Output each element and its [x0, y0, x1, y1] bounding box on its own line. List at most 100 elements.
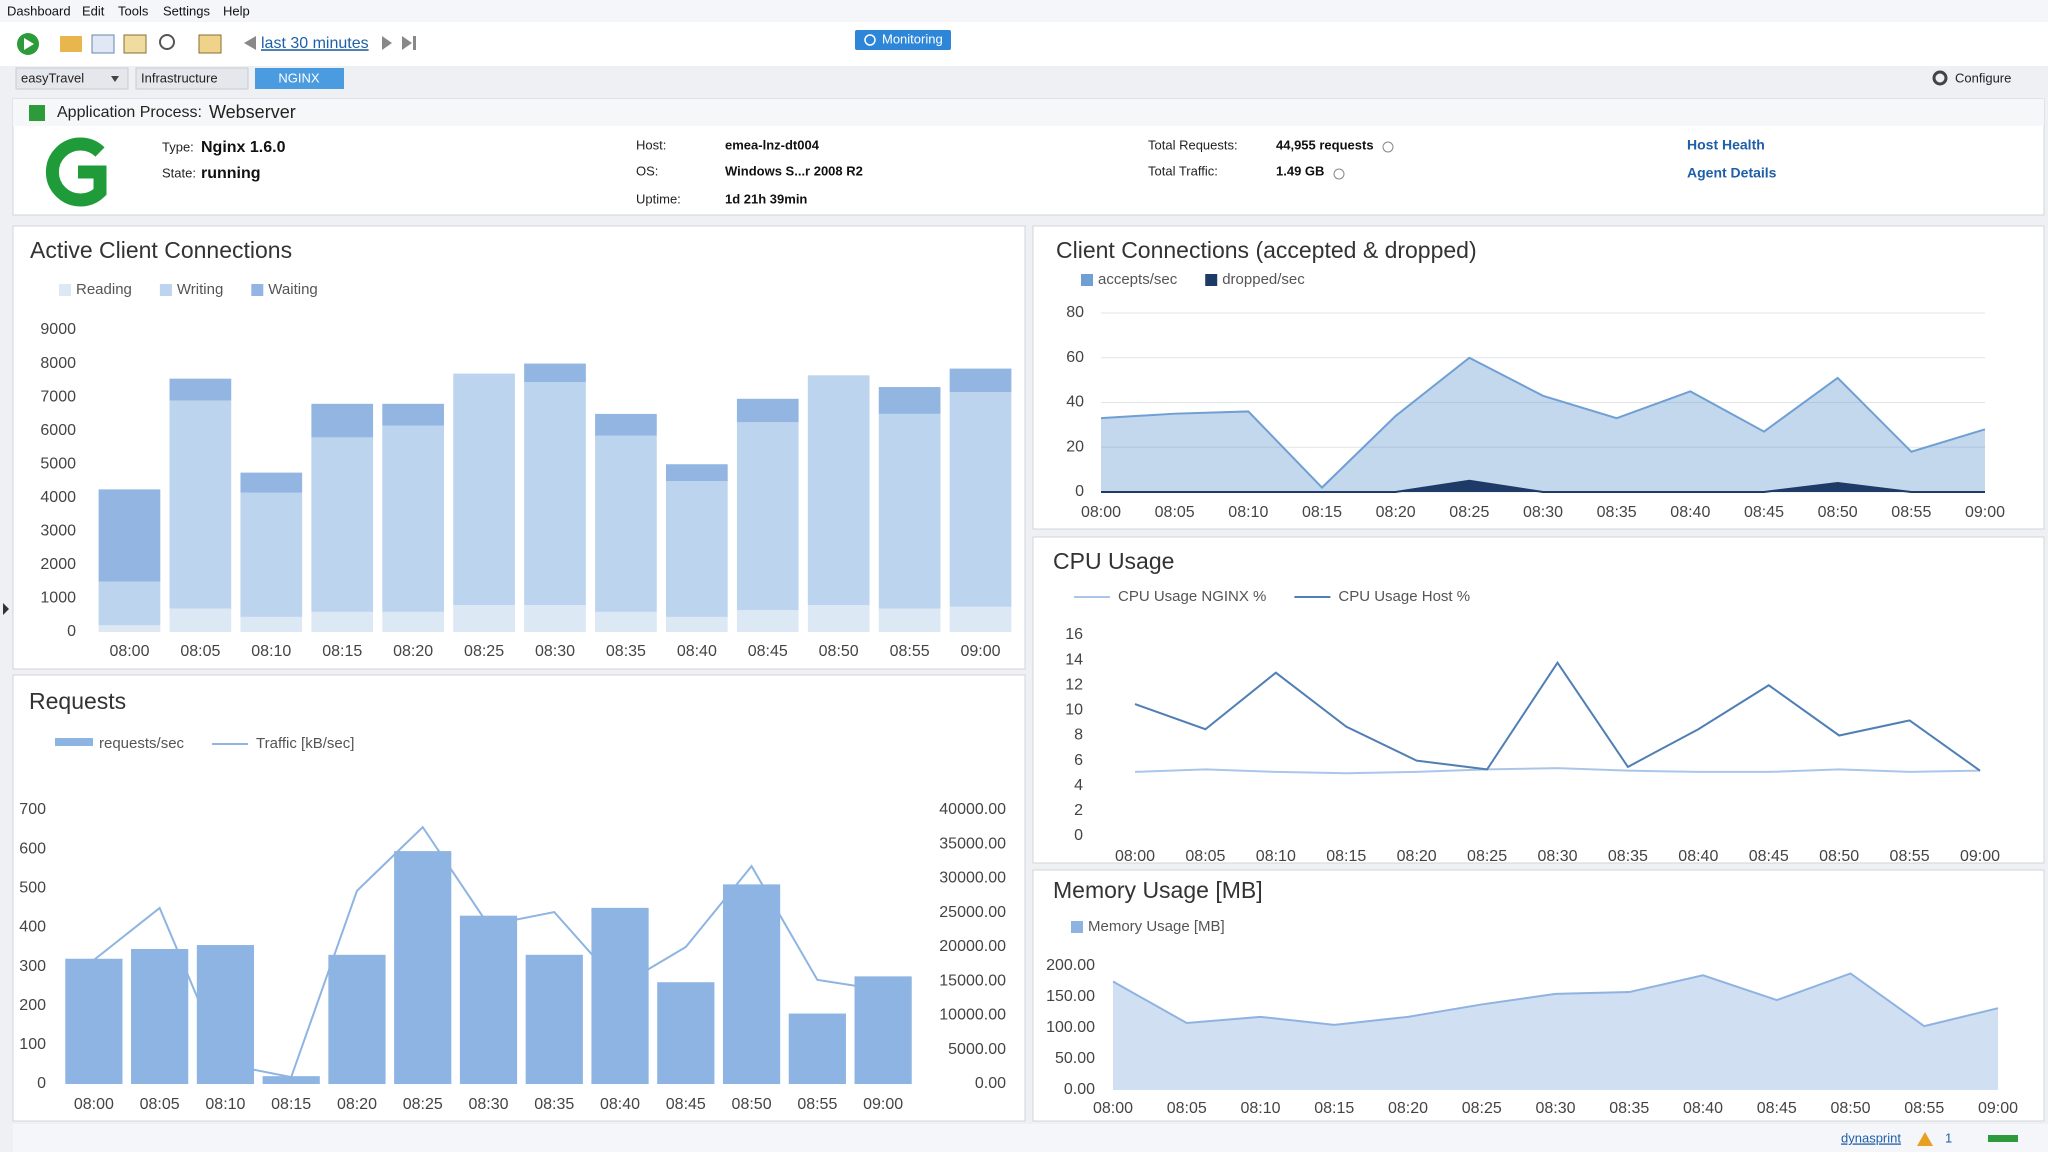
y-tick-label: 9000 — [40, 321, 76, 338]
bar — [240, 472, 303, 493]
detail-value: Windows S...r 2008 R2 — [725, 163, 863, 178]
y-tick-label: 3000 — [40, 523, 76, 540]
process-label: Application Process: — [57, 104, 202, 121]
user[interactable]: dynasprint — [1841, 1130, 1901, 1145]
alert-count[interactable]: 1 — [1945, 1130, 1952, 1145]
x-tick-label: 08:40 — [1670, 504, 1710, 521]
bar — [98, 581, 161, 626]
x-tick-label: 08:45 — [1744, 504, 1784, 521]
menu-item[interactable]: Settings — [163, 3, 210, 18]
x-tick-label: 08:35 — [1608, 848, 1648, 865]
chart-title: Client Connections (accepted & dropped) — [1056, 237, 1477, 263]
line — [93, 825, 884, 1079]
bar — [394, 851, 452, 1084]
x-tick-label: 08:45 — [748, 643, 788, 660]
area-fill — [1101, 357, 1985, 492]
x-tick-label: 08:35 — [1609, 1100, 1649, 1117]
legend-label: Memory Usage [MB] — [1088, 918, 1225, 935]
next-button[interactable] — [382, 36, 392, 50]
crumb-box[interactable] — [15, 67, 129, 90]
crumb-dropdown — [111, 76, 119, 82]
menu-item[interactable]: Dashboard — [7, 3, 71, 18]
y-tick-label: 80 — [1066, 304, 1084, 321]
x-tick-label: 08:55 — [890, 643, 930, 660]
timeframe[interactable]: last 30 minutes — [261, 35, 369, 52]
x-tick-label: 09:00 — [1960, 848, 2000, 865]
x-tick-label: 08:05 — [1155, 504, 1195, 521]
export-button[interactable] — [198, 34, 222, 54]
monitoring-button[interactable] — [855, 30, 951, 50]
menu-item[interactable]: Edit — [82, 3, 105, 18]
bar — [878, 608, 941, 632]
y-tick-label: 6 — [1074, 752, 1083, 769]
x-tick-label: 08:30 — [535, 643, 575, 660]
x-tick-label: 08:10 — [1256, 848, 1296, 865]
detail-value: 44,955 requests — [1276, 137, 1374, 152]
status-icon — [29, 105, 45, 121]
x-tick-label: 08:30 — [1535, 1100, 1575, 1117]
menu-item[interactable]: Help — [223, 3, 250, 18]
line — [1134, 660, 1981, 772]
bar — [459, 915, 518, 1084]
x-tick-label: 08:15 — [1326, 848, 1366, 865]
x-tick-label: 08:50 — [819, 643, 859, 660]
bar — [736, 422, 799, 611]
bar — [524, 363, 586, 383]
line — [1112, 972, 1999, 1028]
layout-button[interactable] — [91, 34, 115, 54]
x-tick-label: 08:55 — [1904, 1100, 1944, 1117]
detail-link[interactable]: Host Health — [1687, 137, 1765, 153]
line — [1134, 767, 1981, 775]
y2-tick-label: 40000.00 — [939, 801, 1006, 818]
legend-label: Waiting — [268, 281, 317, 298]
y2-tick-label: 15000.00 — [939, 972, 1006, 989]
x-tick-label: 08:30 — [468, 1096, 508, 1113]
x-tick-label: 08:35 — [534, 1096, 574, 1113]
bar — [949, 392, 1012, 607]
last-button[interactable] — [402, 36, 412, 50]
y2-tick-label: 5000.00 — [948, 1041, 1006, 1058]
x-tick-label: 08:20 — [1397, 848, 1437, 865]
y-tick-label: 0 — [1074, 827, 1083, 844]
y-tick-label: 50.00 — [1055, 1050, 1095, 1067]
bar — [949, 606, 1012, 632]
detail-value: 1.49 GB — [1276, 163, 1324, 178]
bar — [854, 976, 912, 1084]
y2-tick-label: 30000.00 — [939, 870, 1006, 887]
info-header — [13, 99, 2044, 126]
y2-tick-label: 25000.00 — [939, 904, 1006, 921]
x-tick-label: 08:20 — [393, 643, 433, 660]
menu-item[interactable]: Tools — [118, 3, 149, 18]
menu-bar — [0, 0, 2048, 22]
detail-value: Nginx 1.6.0 — [201, 139, 286, 156]
legend-label: CPU Usage NGINX % — [1118, 588, 1266, 605]
search-button[interactable] — [159, 34, 175, 50]
x-tick-label: 08:40 — [1678, 848, 1718, 865]
detail-link[interactable]: Agent Details — [1687, 165, 1777, 181]
y-tick-label: 600 — [19, 840, 46, 857]
prev-button[interactable] — [244, 36, 256, 50]
configure[interactable]: Configure — [1955, 70, 2011, 85]
side-toggle[interactable] — [3, 603, 9, 615]
detail-label: OS: — [636, 163, 658, 178]
x-tick-label: 08:15 — [1302, 504, 1342, 521]
bar — [524, 382, 586, 606]
x-tick-label: 08:25 — [403, 1096, 443, 1113]
legend-marker — [55, 738, 93, 746]
nginx-logo — [45, 137, 107, 207]
crumb-active[interactable] — [255, 68, 344, 89]
crumb-box[interactable] — [135, 67, 249, 90]
y-tick-label: 300 — [19, 958, 46, 975]
bar — [382, 403, 445, 426]
report-button[interactable] — [123, 34, 147, 54]
legend-label: CPU Usage Host % — [1338, 588, 1470, 605]
x-tick-label: 08:25 — [464, 643, 504, 660]
y-tick-label: 16 — [1065, 626, 1083, 643]
detail-value: 1d 21h 39min — [725, 191, 807, 206]
y-tick-label: 150.00 — [1046, 988, 1095, 1005]
x-tick-label: 08:55 — [797, 1096, 837, 1113]
open-button[interactable] — [60, 36, 82, 52]
bar — [196, 945, 255, 1084]
detail-label: Host: — [636, 137, 666, 152]
legend-label: dropped/sec — [1222, 271, 1305, 288]
